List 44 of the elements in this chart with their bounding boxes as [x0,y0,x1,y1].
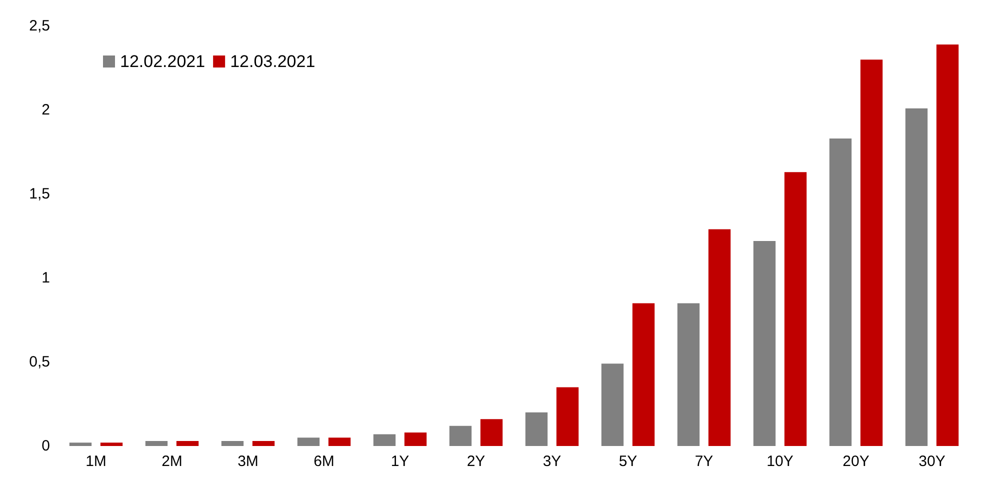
x-tick-label: 30Y [918,453,946,470]
bar [145,440,168,446]
bar [480,419,503,446]
y-tick-label: 0,5 [29,354,50,370]
bar [677,303,700,446]
bar [69,442,92,446]
x-tick-label: 5Y [618,453,638,470]
bar [784,172,807,446]
x-tick-label: 7Y [694,453,714,470]
bar [708,229,731,446]
bar [936,44,959,446]
x-tick-label: 3M [238,453,258,470]
bar [556,387,579,446]
x-tick-label: 1M [86,453,106,470]
bar [525,412,548,446]
bar [176,440,199,446]
y-tick-label: 0 [42,438,50,454]
bar [221,440,244,446]
x-tick-label: 2M [162,453,182,470]
legend-label: 12.03.2021 [230,52,316,71]
bar [601,364,624,446]
bar [297,438,320,446]
bar [449,426,472,446]
bar [753,241,776,446]
y-tick-label: 1,5 [29,186,50,202]
x-tick-label: 6M [314,453,334,470]
bar [632,303,655,446]
x-tick-label: 2Y [466,453,486,470]
x-tick-label: 20Y [842,453,870,470]
y-tick-label: 2,5 [29,18,50,34]
bar [829,138,852,446]
bar [100,442,123,446]
bar [860,60,883,446]
bar [373,434,396,446]
x-tick-label: 10Y [766,453,794,470]
legend-label: 12.02.2021 [120,52,206,71]
x-tick-label: 3Y [542,453,562,470]
bar [328,438,351,446]
y-tick-label: 1 [42,270,50,286]
bar [404,432,427,446]
bar [905,108,928,446]
x-tick-label: 1Y [390,453,410,470]
bar [252,440,275,446]
y-tick-label: 2 [42,102,50,118]
